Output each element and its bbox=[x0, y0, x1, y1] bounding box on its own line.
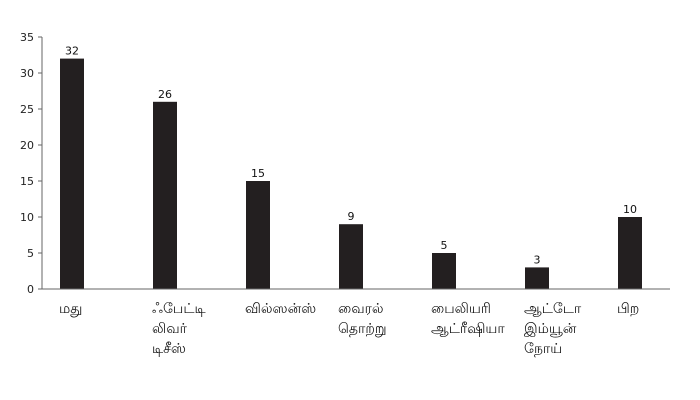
category-label: வில்ஸன்ஸ் bbox=[245, 301, 316, 317]
y-tick-label: 5 bbox=[27, 247, 34, 260]
category-label: ஃபேட்டி bbox=[152, 301, 206, 317]
data-label: 26 bbox=[158, 88, 172, 101]
y-tick-label: 20 bbox=[20, 139, 34, 152]
category-label: பைலியரி bbox=[431, 301, 491, 317]
data-label: 32 bbox=[65, 45, 79, 58]
y-tick-label: 0 bbox=[27, 283, 34, 296]
bar bbox=[153, 101, 177, 289]
bar bbox=[432, 253, 456, 289]
data-label: 3 bbox=[534, 253, 541, 266]
data-label: 9 bbox=[348, 210, 355, 223]
category-label: லிவர் bbox=[152, 321, 188, 337]
bar bbox=[246, 181, 270, 289]
data-label: 5 bbox=[441, 239, 448, 252]
category-label: ஆட்ரீஷியா bbox=[431, 321, 505, 337]
bar bbox=[339, 224, 363, 289]
bar bbox=[60, 58, 84, 289]
y-tick-label: 10 bbox=[20, 211, 34, 224]
bars: 32 26 15 9 5 3 10 bbox=[60, 45, 642, 289]
y-axis: 0 5 10 15 20 25 30 35 bbox=[20, 31, 43, 296]
category-label: மது bbox=[59, 301, 82, 317]
x-axis: மது ஃபேட்டி லிவர் டிசீஸ் வில்ஸன்ஸ் வைரல் தொற்ற… bbox=[42, 288, 670, 357]
category-label: இம்யூன் bbox=[524, 321, 577, 337]
data-label: 15 bbox=[251, 167, 265, 180]
category-label: வைரல் bbox=[338, 301, 384, 317]
y-tick-label: 35 bbox=[20, 31, 34, 44]
category-label: தொற்று bbox=[338, 321, 387, 337]
y-tick-label: 15 bbox=[20, 175, 34, 188]
category-label: நோய் bbox=[524, 341, 562, 357]
bar bbox=[618, 217, 642, 289]
data-label: 10 bbox=[623, 203, 637, 216]
bar bbox=[525, 267, 549, 289]
y-tick-label: 30 bbox=[20, 67, 34, 80]
y-tick-label: 25 bbox=[20, 103, 34, 116]
category-label: பிற bbox=[617, 301, 639, 317]
category-label: ஆட்டோ bbox=[524, 301, 582, 317]
category-label: டிசீஸ் bbox=[152, 341, 186, 357]
